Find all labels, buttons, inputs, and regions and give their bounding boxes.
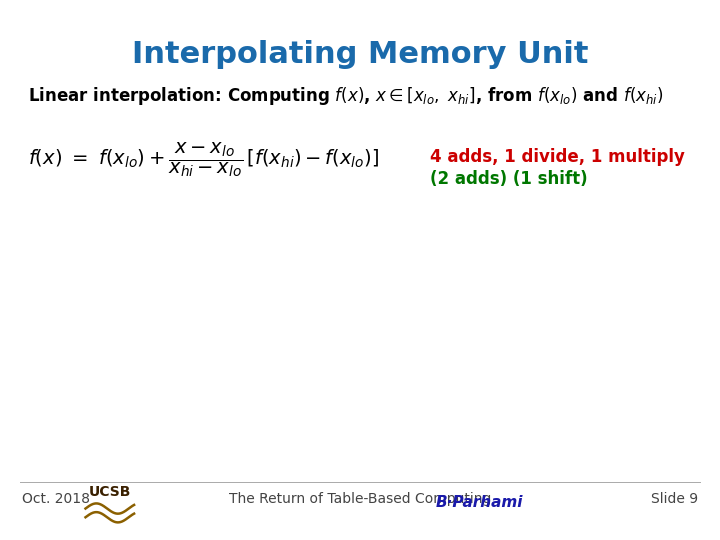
Text: Slide 9: Slide 9: [651, 492, 698, 506]
Text: $f(x)\ =\ f(x_{lo}) + \dfrac{x - x_{lo}}{x_{hi} - x_{lo}}\,[f(x_{hi}) - f(x_{lo}: $f(x)\ =\ f(x_{lo}) + \dfrac{x - x_{lo}}…: [28, 140, 379, 179]
Text: Oct. 2018: Oct. 2018: [22, 492, 90, 506]
Text: (2 adds) (1 shift): (2 adds) (1 shift): [430, 170, 588, 188]
Text: Interpolating Memory Unit: Interpolating Memory Unit: [132, 40, 588, 69]
Text: The Return of Table-Based Computing: The Return of Table-Based Computing: [229, 492, 491, 506]
Text: 4 adds, 1 divide, 1 multiply: 4 adds, 1 divide, 1 multiply: [430, 148, 685, 166]
Text: Linear interpolation: Computing $f(x)$, $x \in [x_{lo},\ x_{hi}]$, from $f(x_{lo: Linear interpolation: Computing $f(x)$, …: [28, 85, 664, 107]
Text: UCSB: UCSB: [89, 484, 131, 498]
Text: B·Parhami: B·Parhami: [436, 495, 523, 510]
